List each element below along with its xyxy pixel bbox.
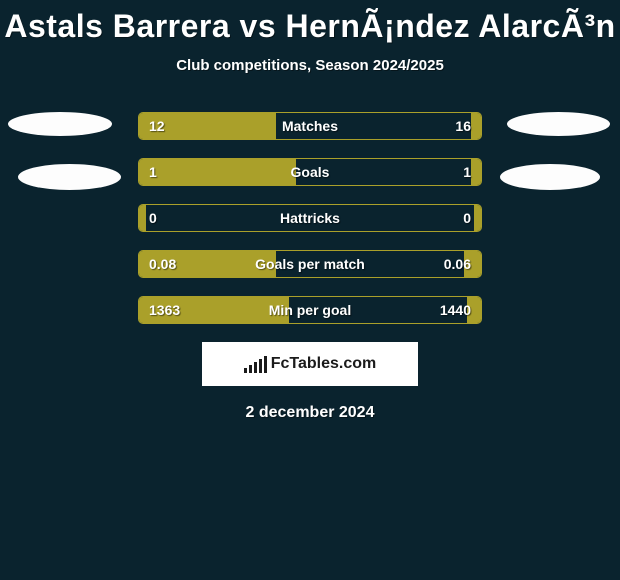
stat-label: Goals per match [139,251,481,277]
stat-rows: 1216Matches 11Goals 00Hattricks 0.080.06Goa… [138,112,482,324]
stat-row: 11Goals [138,158,482,186]
stat-label: Matches [139,113,481,139]
chart-icon [244,355,267,373]
date-text: 2 december 2024 [0,404,620,422]
page-title: Astals Barrera vs HernÃ¡ndez AlarcÃ³n [0,0,620,45]
subtitle: Club competitions, Season 2024/2025 [0,57,620,74]
stat-row: 00Hattricks [138,204,482,232]
chart-icon-bar [259,359,262,373]
player-photo-right-2 [500,164,600,190]
stat-row: 1216Matches [138,112,482,140]
player-photo-left-1 [8,112,112,136]
footer-badge-text: FcTables.com [271,355,377,373]
chart-icon-bar [249,365,252,373]
chart-icon-bar [264,356,267,373]
chart-icon-bar [254,362,257,373]
stats-area: 1216Matches 11Goals 00Hattricks 0.080.06Goa… [0,112,620,324]
player-photo-right-1 [507,112,610,136]
chart-icon-bar [244,368,247,373]
stat-label: Goals [139,159,481,185]
stat-label: Hattricks [139,205,481,231]
stat-row: 0.080.06Goals per match [138,250,482,278]
stat-row: 13631440Min per goal [138,296,482,324]
stat-label: Min per goal [139,297,481,323]
footer-badge: FcTables.com [202,342,418,386]
player-photo-left-2 [18,164,121,190]
